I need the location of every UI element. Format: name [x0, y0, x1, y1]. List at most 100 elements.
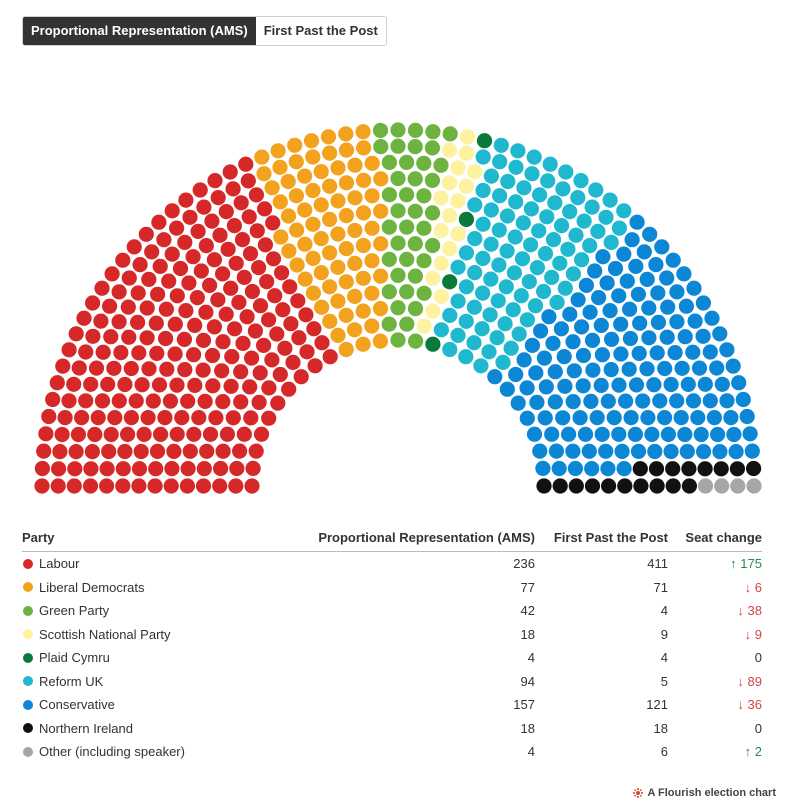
- seat-labour[interactable]: [177, 234, 193, 250]
- seat-reform-uk[interactable]: [588, 182, 604, 198]
- seat-scottish-national-party[interactable]: [433, 255, 449, 271]
- seat-conservative[interactable]: [499, 381, 515, 397]
- tab-first-past-the-post[interactable]: First Past the Post: [255, 17, 386, 45]
- seat-conservative[interactable]: [532, 443, 548, 459]
- seat-labour[interactable]: [224, 349, 240, 365]
- seat-labour[interactable]: [99, 461, 115, 477]
- seat-labour[interactable]: [180, 461, 196, 477]
- seat-labour[interactable]: [172, 260, 189, 277]
- seat-conservative[interactable]: [574, 319, 590, 335]
- seat-liberal-democrats[interactable]: [322, 145, 338, 161]
- seat-conservative[interactable]: [706, 410, 723, 426]
- seat-green-party[interactable]: [408, 333, 424, 349]
- seat-conservative[interactable]: [613, 316, 629, 332]
- seat-green-party[interactable]: [399, 187, 415, 203]
- seat-labour[interactable]: [241, 209, 257, 225]
- seat-conservative[interactable]: [565, 334, 581, 350]
- seat-conservative[interactable]: [528, 365, 544, 381]
- seat-reform-uk[interactable]: [475, 285, 491, 301]
- seat-labour[interactable]: [232, 443, 248, 459]
- seat-conservative[interactable]: [642, 226, 658, 242]
- seat-labour[interactable]: [186, 347, 202, 363]
- seat-green-party[interactable]: [399, 219, 415, 235]
- seat-northern-ireland[interactable]: [633, 478, 649, 494]
- seat-reform-uk[interactable]: [482, 307, 498, 323]
- seat-reform-uk[interactable]: [573, 173, 589, 189]
- seat-northern-ireland[interactable]: [746, 460, 762, 477]
- seat-labour[interactable]: [87, 426, 103, 443]
- seat-labour[interactable]: [141, 361, 157, 377]
- seat-conservative[interactable]: [587, 263, 603, 279]
- seat-reform-uk[interactable]: [489, 330, 505, 346]
- seat-conservative[interactable]: [659, 329, 675, 345]
- seat-labour[interactable]: [218, 204, 234, 220]
- seat-liberal-democrats[interactable]: [256, 166, 272, 182]
- seat-liberal-democrats[interactable]: [364, 220, 380, 236]
- seat-liberal-democrats[interactable]: [356, 172, 372, 188]
- seat-labour[interactable]: [131, 345, 147, 361]
- seat-conservative[interactable]: [519, 380, 535, 396]
- seat-conservative[interactable]: [565, 443, 581, 459]
- seat-liberal-democrats[interactable]: [347, 288, 363, 304]
- seat-labour[interactable]: [78, 344, 94, 360]
- seat-liberal-democrats[interactable]: [355, 237, 371, 254]
- seat-labour[interactable]: [117, 376, 133, 393]
- seat-labour[interactable]: [206, 252, 222, 268]
- seat-conservative[interactable]: [639, 361, 655, 377]
- seat-green-party[interactable]: [381, 187, 397, 203]
- seat-conservative[interactable]: [702, 344, 718, 360]
- seat-conservative[interactable]: [524, 337, 541, 353]
- seat-labour[interactable]: [236, 269, 252, 285]
- seat-green-party[interactable]: [390, 235, 406, 251]
- seat-labour[interactable]: [100, 376, 116, 392]
- seat-labour[interactable]: [195, 478, 212, 494]
- seat-reform-uk[interactable]: [475, 149, 491, 165]
- seat-reform-uk[interactable]: [450, 293, 466, 309]
- seat-labour[interactable]: [259, 274, 275, 290]
- seat-conservative[interactable]: [674, 360, 690, 376]
- seat-labour[interactable]: [169, 377, 185, 393]
- seat-conservative[interactable]: [616, 246, 632, 262]
- seat-northern-ireland[interactable]: [649, 478, 665, 494]
- seat-liberal-democrats[interactable]: [314, 299, 330, 315]
- seat-labour[interactable]: [306, 321, 322, 337]
- seat-labour[interactable]: [151, 377, 168, 393]
- seat-reform-uk[interactable]: [495, 354, 511, 370]
- seat-liberal-democrats[interactable]: [313, 197, 329, 213]
- seat-liberal-democrats[interactable]: [305, 182, 321, 199]
- seat-conservative[interactable]: [611, 288, 627, 304]
- seat-other-including-speaker[interactable]: [697, 478, 714, 494]
- seat-scottish-national-party[interactable]: [441, 142, 458, 158]
- seat-conservative[interactable]: [622, 330, 639, 347]
- seat-liberal-democrats[interactable]: [289, 257, 305, 273]
- seat-labour[interactable]: [68, 326, 84, 342]
- seat-conservative[interactable]: [641, 330, 657, 346]
- seat-labour[interactable]: [240, 173, 256, 189]
- seat-liberal-democrats[interactable]: [297, 236, 313, 252]
- seat-labour[interactable]: [123, 410, 139, 426]
- seat-liberal-democrats[interactable]: [372, 333, 388, 349]
- seat-labour[interactable]: [78, 393, 94, 409]
- seat-green-party[interactable]: [372, 122, 389, 138]
- seat-liberal-democrats[interactable]: [303, 133, 320, 149]
- seat-labour[interactable]: [164, 461, 180, 477]
- seat-conservative[interactable]: [628, 258, 644, 274]
- seat-plaid-cymru[interactable]: [458, 211, 474, 227]
- seat-conservative[interactable]: [709, 360, 725, 376]
- seat-labour[interactable]: [147, 478, 163, 494]
- seat-conservative[interactable]: [541, 309, 557, 325]
- seat-reform-uk[interactable]: [526, 149, 542, 165]
- seat-labour[interactable]: [290, 293, 306, 309]
- seat-liberal-democrats[interactable]: [305, 149, 321, 165]
- seat-plaid-cymru[interactable]: [442, 274, 458, 290]
- seat-conservative[interactable]: [565, 394, 581, 410]
- seat-reform-uk[interactable]: [549, 294, 565, 310]
- seat-other-including-speaker[interactable]: [746, 478, 762, 494]
- seat-labour[interactable]: [244, 478, 260, 494]
- seat-reform-uk[interactable]: [491, 222, 507, 238]
- seat-labour[interactable]: [167, 316, 183, 332]
- seat-labour[interactable]: [307, 358, 323, 374]
- seat-labour[interactable]: [148, 315, 164, 331]
- seat-labour[interactable]: [120, 299, 136, 315]
- seat-reform-uk[interactable]: [475, 216, 491, 232]
